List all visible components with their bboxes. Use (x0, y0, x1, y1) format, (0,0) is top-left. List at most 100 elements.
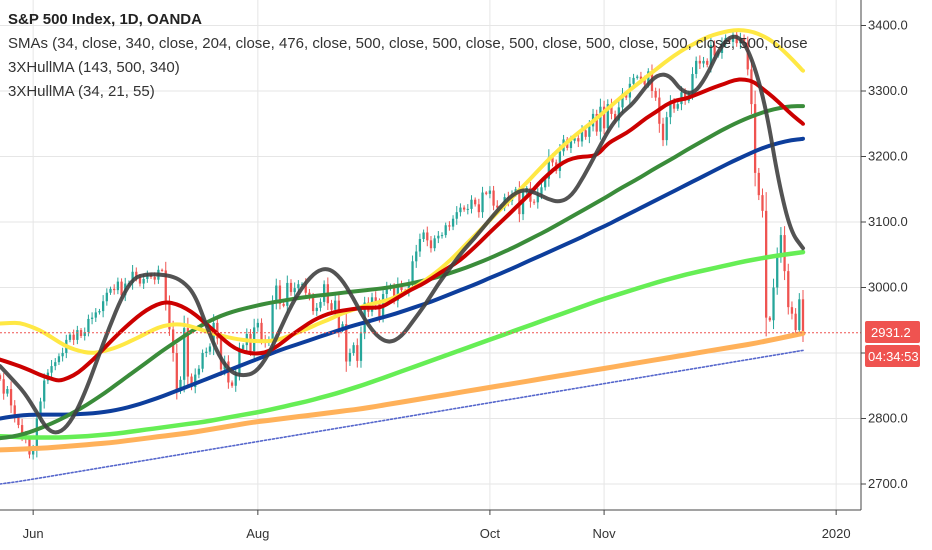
candle-body (76, 330, 79, 340)
candle-body (713, 45, 716, 56)
current-price-tag: 2931.2 04:34:53 (865, 321, 920, 367)
x-tick-label: Oct (480, 526, 501, 541)
candle-body (676, 104, 679, 109)
candle-body (757, 172, 760, 196)
hull-legend-1[interactable]: 3XHullMA (143, 500, 340) (8, 59, 180, 76)
candle-body (57, 356, 61, 363)
candle-body (72, 334, 75, 340)
candle-body (201, 353, 204, 369)
candle-body (168, 301, 171, 330)
candle-body (636, 76, 639, 78)
candle-body (584, 130, 587, 137)
y-tick-label: 2700.0 (868, 476, 908, 491)
candle-body (98, 311, 101, 313)
candle-body (455, 212, 458, 219)
candle-body (392, 286, 396, 301)
candle-body (532, 201, 536, 203)
candle-body (297, 284, 300, 289)
candle-body (50, 366, 53, 373)
candle-body (544, 178, 547, 188)
ma-line-sma-204 (0, 104, 805, 441)
candle-body (190, 376, 193, 388)
y-tick-label: 3100.0 (868, 214, 908, 229)
candle-body (547, 157, 550, 179)
candle-body (83, 332, 86, 336)
candle-body (474, 199, 477, 205)
ma-line-3xhullma-143-500-340- (0, 249, 806, 440)
candle-body (216, 322, 219, 339)
candle-body (153, 277, 156, 280)
ma-line-3xhullma-34-21-55- (0, 34, 805, 435)
candle-body (488, 190, 492, 194)
candle-body (197, 368, 201, 375)
candle-body (672, 102, 676, 109)
candle-body (160, 269, 164, 271)
candle-body (341, 324, 344, 330)
candle-body (551, 157, 554, 163)
candle-body (485, 192, 488, 194)
candle-body (35, 418, 38, 450)
grid-lines (0, 0, 861, 510)
candle-body (219, 338, 223, 370)
candle-body (319, 301, 322, 308)
candle-body (356, 345, 359, 361)
candle-body (661, 123, 665, 141)
candle-body (643, 79, 646, 85)
candle-body (385, 287, 388, 295)
candle-body (407, 284, 411, 292)
candle-body (352, 345, 355, 353)
candle-body (43, 380, 46, 402)
candle-body (271, 302, 274, 340)
candle-body (179, 379, 182, 391)
y-tick-label: 3200.0 (868, 149, 908, 164)
candle-body (208, 346, 212, 352)
time-axis[interactable]: JunAugOctNov2020Mar (23, 510, 932, 541)
candle-body (426, 232, 429, 241)
candle-body (765, 210, 768, 318)
candle-body (286, 282, 289, 306)
candle-body (94, 312, 97, 318)
candle-body (621, 93, 624, 108)
candle-body (437, 235, 440, 239)
candle-body (39, 401, 42, 419)
candle-body (13, 405, 16, 418)
candle-body (131, 271, 134, 283)
candle-body (411, 261, 414, 285)
candle-body (691, 73, 694, 93)
candle-body (698, 60, 702, 64)
price-tag-value: 2931.2 (871, 325, 911, 340)
candle-body (540, 187, 543, 195)
candle-body (580, 130, 584, 142)
candle-body (175, 353, 178, 391)
countdown-box (865, 345, 920, 367)
sma-legend[interactable]: SMAs (34, close, 340, close, 204, close,… (8, 35, 808, 52)
candle-body (451, 218, 455, 227)
candle-body (32, 449, 35, 455)
candle-body (138, 277, 142, 284)
candle-body (256, 322, 259, 328)
candle-body (135, 271, 138, 278)
candle-body (183, 328, 186, 380)
candle-body (492, 190, 495, 206)
candle-body (779, 235, 783, 255)
candle-body (348, 353, 352, 362)
candle-body (230, 382, 234, 386)
candle-body (0, 375, 2, 380)
candle-body (6, 389, 9, 394)
candle-body (462, 207, 466, 210)
candle-body (234, 373, 237, 386)
candle-body (444, 225, 447, 236)
price-axis-background (861, 0, 932, 550)
symbol-title[interactable]: S&P 500 Index, 1D, OANDA (8, 11, 202, 28)
candle-body (275, 285, 278, 303)
hull-legend-2[interactable]: 3XHullMA (34, 21, 55) (8, 83, 155, 100)
candle-body (374, 297, 377, 304)
candle-body (61, 353, 64, 357)
candle-body (459, 207, 462, 213)
candle-body (706, 60, 709, 65)
candle-body (440, 235, 444, 237)
candle-body (588, 126, 591, 137)
candle-body (448, 225, 451, 227)
